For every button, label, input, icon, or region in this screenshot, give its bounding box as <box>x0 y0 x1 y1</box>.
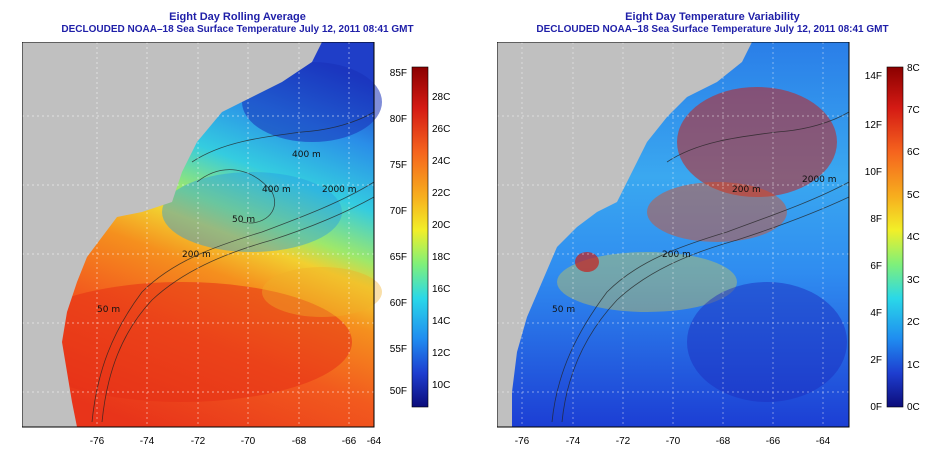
x-axis: -76 -74 -72 -70 -68 -66 -64 <box>90 436 382 447</box>
colorbar-label: 10C <box>432 380 450 391</box>
contour-label: 200 m <box>182 250 211 260</box>
colorbar-label: 85F <box>390 68 407 79</box>
contour-label: 50 m <box>97 305 120 315</box>
panel-title: Eight Day Temperature Variability <box>625 11 800 23</box>
contour-label: 50 m <box>232 215 255 225</box>
colorbar-label: 8C <box>907 63 920 74</box>
colorbar-label: 6F <box>870 261 882 272</box>
colorbar-label: 24C <box>432 156 450 167</box>
x-tick-label: -74 <box>566 436 581 447</box>
bathymetry-contours <box>551 111 850 423</box>
colorbar-label: 7C <box>907 105 920 116</box>
colorbar-label: 12C <box>432 348 450 359</box>
colorbar-label: 18C <box>432 252 450 263</box>
colorbar-label: 2F <box>870 355 882 366</box>
x-tick-label: -70 <box>241 436 256 447</box>
x-tick-label: -68 <box>292 436 307 447</box>
colorbar-label: 60F <box>390 298 407 309</box>
sst-variability-map: 2000 m 200 m 200 m 50 m -76 -74 -72 -70 … <box>497 42 920 447</box>
colorbar-label: 5C <box>907 190 920 201</box>
panel-subtitle: DECLOUDED NOAA–18 Sea Surface Temperatur… <box>536 24 889 35</box>
colorbar: 14F 12F 10F 8F 6F 4F 2F 0F 8C 7C 6C 5C 4… <box>865 63 920 413</box>
contour-label: 400 m <box>262 185 291 195</box>
colorbar-label: 4C <box>907 232 920 243</box>
colorbar-label: 3C <box>907 275 920 286</box>
colorbar-label: 6C <box>907 147 920 158</box>
colorbar-fahrenheit-labels: 14F 12F 10F 8F 6F 4F 2F 0F <box>865 71 882 413</box>
x-axis: -76 -74 -72 -70 -68 -66 -64 <box>515 436 831 447</box>
bathymetry-contours <box>91 111 375 423</box>
grid-lines <box>22 42 374 427</box>
map-frame: 2000 m 200 m 200 m 50 m <box>497 42 850 428</box>
grid-lines <box>497 42 849 427</box>
colorbar-label: 1C <box>907 360 920 371</box>
panel-title: Eight Day Rolling Average <box>169 11 306 23</box>
colorbar-label: 2C <box>907 317 920 328</box>
colorbar-label: 55F <box>390 344 407 355</box>
x-tick-label: -64 <box>816 436 831 447</box>
contour-label: 50 m <box>552 305 575 315</box>
colorbar-label: 14F <box>865 71 882 82</box>
colorbar-label: 65F <box>390 252 407 263</box>
contour-label: 200 m <box>662 250 691 260</box>
colorbar-label: 50F <box>390 386 407 397</box>
colorbar-label: 75F <box>390 160 407 171</box>
x-tick-label: -74 <box>140 436 155 447</box>
colorbar: 85F 80F 75F 70F 65F 60F 55F 50F 28C 26C … <box>390 66 450 408</box>
x-tick-label: -70 <box>666 436 681 447</box>
colorbar-label: 12F <box>865 120 882 131</box>
colorbar-label: 0F <box>870 402 882 413</box>
colorbar-label: 4F <box>870 308 882 319</box>
colorbar-label: 70F <box>390 206 407 217</box>
colorbar-label: 28C <box>432 92 450 103</box>
colorbar-label: 10F <box>865 167 882 178</box>
colorbar-label: 16C <box>432 284 450 295</box>
colorbar-label: 8F <box>870 214 882 225</box>
colorbar-label: 14C <box>432 316 450 327</box>
colorbar-label: 22C <box>432 188 450 199</box>
contour-label: 2000 m <box>802 175 837 185</box>
sst-variability-panel: Eight Day Temperature Variability DECLOU… <box>475 0 950 475</box>
colorbar-fahrenheit-labels: 85F 80F 75F 70F 65F 60F 55F 50F <box>390 68 407 397</box>
contour-label: 200 m <box>732 185 761 195</box>
colorbar-label: 80F <box>390 114 407 125</box>
colorbar-label: 20C <box>432 220 450 231</box>
contour-label: 2000 m <box>322 185 357 195</box>
sst-average-map: 400 m 2000 m 400 m 50 m 200 m 50 m -76 -… <box>22 42 450 447</box>
x-tick-label: -64 <box>367 436 382 447</box>
x-tick-label: -76 <box>90 436 105 447</box>
panel-subtitle: DECLOUDED NOAA–18 Sea Surface Temperatur… <box>61 24 414 35</box>
sst-average-panel: Eight Day Rolling Average DECLOUDED NOAA… <box>22 11 450 447</box>
map-frame: 400 m 2000 m 400 m 50 m 200 m 50 m <box>22 42 382 428</box>
x-tick-label: -72 <box>191 436 206 447</box>
colorbar-celsius-labels: 8C 7C 6C 5C 4C 3C 2C 1C 0C <box>907 63 920 413</box>
x-tick-label: -66 <box>342 436 357 447</box>
land-mask <box>497 42 752 427</box>
x-tick-label: -68 <box>716 436 731 447</box>
x-tick-label: -66 <box>766 436 781 447</box>
colorbar-label: 0C <box>907 402 920 413</box>
colorbar-label: 26C <box>432 124 450 135</box>
contour-label: 400 m <box>292 150 321 160</box>
x-tick-label: -76 <box>515 436 530 447</box>
colorbar-celsius-labels: 28C 26C 24C 22C 20C 18C 16C 14C 12C 10C <box>432 92 450 391</box>
x-tick-label: -72 <box>616 436 631 447</box>
